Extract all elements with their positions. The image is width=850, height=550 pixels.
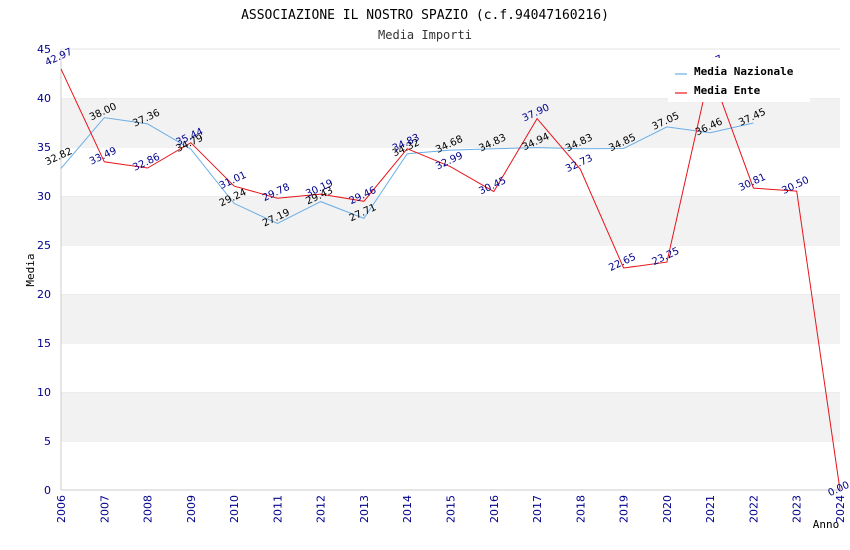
- x-tick-label: 2024: [834, 495, 847, 523]
- grid-band: [61, 294, 840, 343]
- grid-band: [61, 441, 840, 490]
- x-tick-label: 2006: [55, 495, 68, 523]
- axes: [60, 49, 840, 491]
- x-tick-label: 2020: [661, 495, 674, 523]
- y-axis-label: Media: [24, 253, 37, 286]
- legend-background: [668, 58, 810, 102]
- y-tick-label: 15: [37, 337, 51, 350]
- y-tick-label: 20: [37, 288, 51, 301]
- x-tick-label: 2022: [747, 495, 760, 523]
- legend-label-media-nazionale: Media Nazionale: [694, 65, 794, 78]
- x-tick-label: 2021: [704, 495, 717, 523]
- chart-subtitle: Media Importi: [378, 28, 472, 42]
- y-tick-labels: 0 5 10 15 20 25 30 35 40 45: [37, 43, 51, 497]
- y-tick-label: 35: [37, 141, 51, 154]
- series-line-media-nazionale: [60, 117, 754, 225]
- grid-band: [61, 392, 840, 441]
- y-tick-label: 40: [37, 92, 51, 105]
- grid-bands: [61, 48, 840, 490]
- grid-band: [61, 196, 840, 245]
- legend: Media Nazionale Media Ente: [668, 58, 810, 102]
- chart-title: ASSOCIAZIONE IL NOSTRO SPAZIO (c.f.94047…: [241, 8, 609, 23]
- y-tick-label: 30: [37, 190, 51, 203]
- x-tick-label: 2012: [315, 495, 328, 523]
- x-tick-label: 2009: [185, 495, 198, 523]
- x-tick-labels: 2006 2007 2008 2009 2010 2011 2012 2013 2014 2015…: [55, 495, 847, 523]
- x-axis-label: Anno: [813, 518, 840, 531]
- grid-band: [61, 343, 840, 392]
- x-tick-label: 2014: [401, 495, 414, 523]
- x-tick-label: 2018: [574, 495, 587, 523]
- x-tick-label: 2013: [358, 495, 371, 523]
- y-tick-label: 0: [44, 484, 51, 497]
- x-tick-label: 2010: [228, 495, 241, 523]
- legend-label-media-ente: Media Ente: [694, 84, 761, 97]
- grid-band: [61, 98, 840, 147]
- y-tick-label: 25: [37, 239, 51, 252]
- x-tick-label: 2017: [531, 495, 544, 523]
- x-tick-label: 2015: [445, 495, 458, 523]
- x-tick-label: 2008: [142, 495, 155, 523]
- x-tick-label: 2019: [618, 495, 631, 523]
- x-tick-label: 2023: [791, 495, 804, 523]
- x-tick-label: 2011: [271, 495, 284, 523]
- grid-band: [61, 147, 840, 196]
- grid-band: [61, 245, 840, 294]
- x-tick-label: 2007: [98, 495, 111, 523]
- y-tick-label: 10: [37, 386, 51, 399]
- x-tick-label: 2016: [488, 495, 501, 523]
- y-tick-label: 5: [44, 435, 51, 448]
- y-tick-label: 45: [37, 43, 51, 56]
